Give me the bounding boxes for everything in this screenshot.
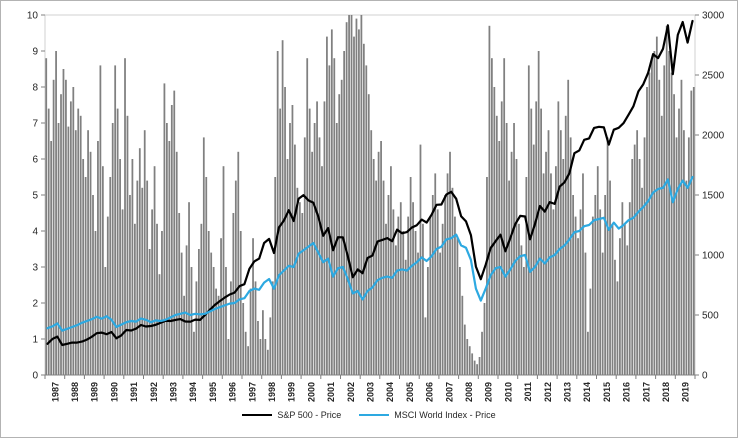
line-msci-world-index-price <box>46 175 694 332</box>
x-axis-year-label: 2009 <box>484 382 494 402</box>
x-axis-year-label: 1999 <box>287 382 297 402</box>
x-axis-year-label: 2006 <box>425 382 435 402</box>
x-axis-year-label: 1997 <box>247 382 257 402</box>
x-axis-year-label: 2000 <box>306 382 316 402</box>
sp500-line-swatch <box>242 414 273 416</box>
right-axis-tick-label: 1500 <box>702 191 725 202</box>
x-axis-year-label: 2003 <box>366 382 376 402</box>
left-axis: 0 1 2 3 4 5 6 7 8 9 10 <box>27 11 45 382</box>
x-axis-year-label: 2002 <box>346 382 356 402</box>
x-axis-year-label: 1991 <box>129 382 139 402</box>
left-axis-tick-label: 6 <box>32 155 38 166</box>
right-axis-tick-label: 3000 <box>702 11 725 22</box>
msci-line-swatch <box>359 414 390 416</box>
x-axis-year-label: 2015 <box>602 382 612 402</box>
x-axis-year-label: 1989 <box>90 382 100 402</box>
left-axis-tick-label: 2 <box>32 299 38 310</box>
x-axis: 1987 1988 1989 1990 1991 1992 1993 1994 1995 1996… <box>44 374 696 402</box>
left-axis-tick-label: 3 <box>32 263 38 274</box>
x-axis-year-label: 2011 <box>523 382 533 402</box>
left-axis-tick-label: 5 <box>32 191 38 202</box>
left-axis-tick-label: 0 <box>32 371 38 382</box>
right-axis-tick-label: 1000 <box>702 251 725 262</box>
left-axis-tick-label: 9 <box>32 47 38 58</box>
x-axis-year-label: 1992 <box>149 382 159 402</box>
x-axis-year-label: 2008 <box>464 382 474 402</box>
left-axis-tick-label: 10 <box>27 11 39 22</box>
x-axis-year-label: 1996 <box>228 382 238 402</box>
x-axis-year-label: 2016 <box>622 382 632 402</box>
x-axis-year-label: 2001 <box>326 382 336 402</box>
x-axis-year-label: 2005 <box>405 382 415 402</box>
x-axis-year-label: 1987 <box>50 382 60 402</box>
line-s-p-500-price <box>46 19 694 347</box>
left-axis-tick-label: 4 <box>32 227 38 238</box>
x-axis-year-label: 1988 <box>70 382 80 402</box>
right-axis: 0 500 1000 1500 2000 2500 3000 <box>695 11 725 382</box>
left-axis-tick-label: 8 <box>32 83 38 94</box>
right-axis-tick-label: 2500 <box>702 71 725 82</box>
x-axis-year-label: 2007 <box>444 382 454 402</box>
x-axis-year-label: 2013 <box>563 382 573 402</box>
x-axis-year-label: 2012 <box>543 382 553 402</box>
x-axis-year-label: 1995 <box>208 382 218 402</box>
x-axis-year-label: 1994 <box>188 382 198 402</box>
legend-item-sp500: S&P 500 - Price <box>242 410 341 420</box>
left-axis-tick-label: 7 <box>32 119 38 130</box>
x-axis-year-label: 1998 <box>267 382 277 402</box>
left-axis-tick-label: 1 <box>32 335 38 346</box>
right-axis-tick-label: 2000 <box>702 131 725 142</box>
right-axis-tick-label: 0 <box>702 371 708 382</box>
x-axis-year-label: 2019 <box>681 382 691 402</box>
x-axis-year-label: 2014 <box>582 382 592 402</box>
x-axis-year-label: 1993 <box>169 382 179 402</box>
legend-item-msci: MSCI World Index - Price <box>359 410 496 420</box>
background-bar-series <box>45 15 695 376</box>
x-axis-year-label: 2018 <box>661 382 671 402</box>
x-axis-year-label: 2010 <box>503 382 513 402</box>
legend-label-sp500: S&P 500 - Price <box>277 410 342 420</box>
chart-legend: S&P 500 - Price MSCI World Index - Price <box>1 410 737 420</box>
legend-label-msci: MSCI World Index - Price <box>394 410 496 420</box>
x-axis-year-label: 2017 <box>641 382 651 402</box>
x-axis-year-label: 1990 <box>109 382 119 402</box>
x-axis-year-label: 2004 <box>385 382 395 402</box>
right-axis-tick-label: 500 <box>702 311 719 322</box>
